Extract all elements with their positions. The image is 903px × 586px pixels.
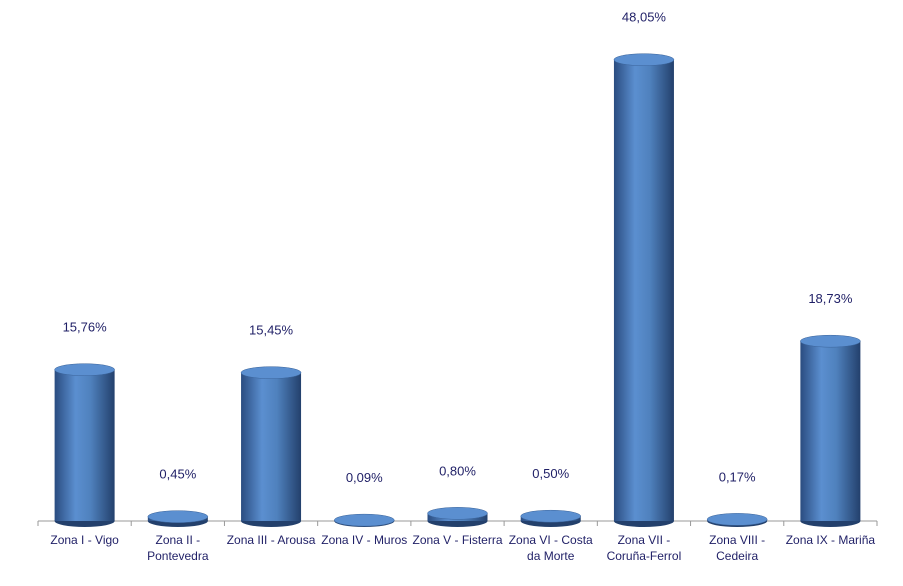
data-label: 0,50%	[532, 466, 569, 481]
bar	[54, 369, 115, 521]
bar-top	[520, 509, 581, 523]
bar-top	[147, 510, 209, 523]
data-label: 0,17%	[719, 469, 756, 484]
x-tick-label: Zona VI - Costa da Morte	[508, 533, 593, 563]
bar-top	[54, 363, 115, 376]
bar-top	[706, 513, 768, 526]
bar	[613, 59, 674, 521]
x-tick-label: Zona I - Vigo	[50, 533, 119, 547]
data-label: 48,05%	[622, 10, 667, 25]
bar-top	[800, 334, 861, 348]
data-label: 18,73%	[808, 291, 853, 306]
x-tick-label: Zona V - Fisterra	[412, 533, 503, 547]
bar-top	[427, 507, 488, 520]
data-label: 0,45%	[159, 467, 196, 482]
bar	[800, 341, 861, 521]
data-label: 15,76%	[63, 320, 108, 335]
data-label: 15,45%	[249, 323, 294, 338]
bar-top	[240, 366, 302, 379]
x-tick-label: Zona VIII - Cedeira	[709, 533, 766, 563]
x-tick-label: Zona IV - Muros	[321, 533, 408, 547]
bar	[241, 372, 302, 521]
x-tick-label: Zona II - Pontevedra	[147, 533, 209, 563]
data-label: 0,80%	[439, 463, 476, 478]
x-tick-label: Zona VII - Coruña-Ferrol	[606, 533, 682, 563]
data-label: 0,09%	[346, 470, 383, 485]
bar-top	[613, 53, 675, 66]
bar-top	[334, 513, 395, 527]
x-tick-label: Zona III - Arousa	[226, 533, 316, 547]
x-tick-label: Zona IX - Mariña	[785, 533, 876, 547]
